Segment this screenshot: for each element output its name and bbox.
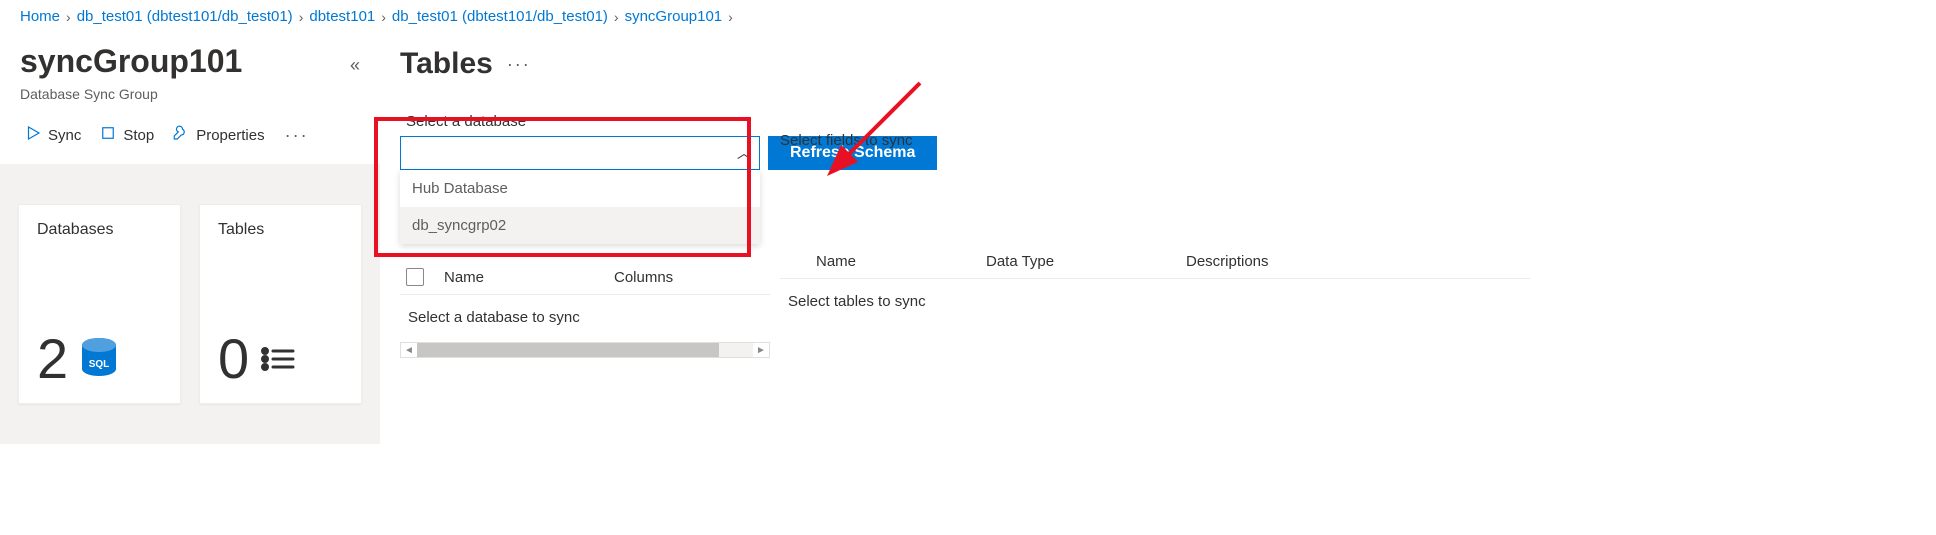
fields-table-header: Name Data Type Descriptions: [780, 245, 1530, 279]
fields-empty-msg: Select tables to sync: [780, 279, 1530, 324]
tables-heading: Tables: [400, 47, 493, 81]
select-fields-label: Select fields to sync: [780, 132, 1530, 245]
svg-text:SQL: SQL: [89, 359, 110, 370]
sync-button[interactable]: Sync: [20, 120, 85, 150]
tables-card[interactable]: Tables 0: [199, 204, 362, 404]
cards-area: Databases 2 SQL Tables 0: [0, 164, 380, 444]
databases-card[interactable]: Databases 2 SQL: [18, 204, 181, 404]
right-pane: Tables ··· Select a database ︿ Hub Datab…: [380, 33, 1936, 444]
page-title: syncGroup101: [20, 43, 242, 80]
page-subtitle: Database Sync Group: [0, 86, 380, 114]
properties-button-label: Properties: [196, 127, 264, 144]
breadcrumb-item-home[interactable]: Home: [20, 8, 60, 25]
breadcrumb-item-db1[interactable]: db_test01 (dbtest101/db_test01): [77, 8, 293, 25]
database-dropdown-input[interactable]: ︿: [400, 136, 760, 170]
fields-column: Select fields to sync Name Data Type Des…: [770, 260, 1530, 358]
list-icon: [261, 346, 295, 372]
stop-icon: [99, 124, 117, 146]
col-descriptions: Descriptions: [1186, 253, 1269, 270]
breadcrumb-sep: ›: [299, 9, 304, 25]
database-dropdown-list: Hub Database db_syncgrp02: [400, 170, 760, 244]
left-pane: syncGroup101 « Database Sync Group Sync …: [0, 33, 380, 444]
chevron-up-icon: ︿: [737, 143, 751, 163]
database-dropdown[interactable]: ︿ Hub Database db_syncgrp02: [400, 136, 760, 170]
scroll-right-icon[interactable]: ►: [753, 343, 769, 357]
breadcrumb-sep: ›: [728, 9, 733, 25]
toolbar: Sync Stop Properties ···: [0, 114, 380, 164]
dropdown-item-syncgrp[interactable]: db_syncgrp02: [400, 207, 760, 244]
breadcrumb-item-server[interactable]: dbtest101: [309, 8, 375, 25]
database-icon: SQL: [80, 337, 118, 381]
tables-card-value: 0: [218, 331, 249, 387]
toolbar-more-button[interactable]: ···: [279, 125, 315, 146]
horizontal-scrollbar[interactable]: ◄ ►: [400, 342, 770, 358]
breadcrumb-sep: ›: [614, 9, 619, 25]
col-field-name: Name: [786, 253, 986, 270]
tables-table-header: Name Columns: [400, 260, 770, 295]
tables-more-button[interactable]: ···: [507, 54, 531, 75]
col-datatype: Data Type: [986, 253, 1186, 270]
select-all-checkbox[interactable]: [406, 268, 424, 286]
col-name: Name: [444, 269, 594, 286]
stop-button[interactable]: Stop: [95, 120, 158, 150]
tables-card-label: Tables: [218, 221, 343, 239]
select-database-label: Select a database: [400, 101, 1926, 136]
scroll-track[interactable]: [417, 343, 753, 357]
sync-button-label: Sync: [48, 127, 81, 144]
col-columns: Columns: [614, 269, 673, 286]
play-icon: [24, 124, 42, 146]
properties-button[interactable]: Properties: [168, 120, 268, 150]
databases-card-value: 2: [37, 331, 68, 387]
stop-button-label: Stop: [123, 127, 154, 144]
databases-card-label: Databases: [37, 221, 162, 239]
collapse-pane-button[interactable]: «: [350, 43, 360, 76]
tables-empty-msg: Select a database to sync: [400, 295, 770, 340]
breadcrumb-sep: ›: [66, 9, 71, 25]
breadcrumb-sep: ›: [381, 9, 386, 25]
tables-column: Name Columns Select a database to sync ◄…: [400, 260, 770, 358]
breadcrumb: Home › db_test01 (dbtest101/db_test01) ›…: [0, 0, 1936, 33]
wrench-icon: [172, 124, 190, 146]
scroll-thumb[interactable]: [417, 343, 719, 357]
breadcrumb-item-syncgroup[interactable]: syncGroup101: [625, 8, 723, 25]
breadcrumb-item-db2[interactable]: db_test01 (dbtest101/db_test01): [392, 8, 608, 25]
dropdown-item-hub[interactable]: Hub Database: [400, 170, 760, 207]
scroll-left-icon[interactable]: ◄: [401, 343, 417, 357]
